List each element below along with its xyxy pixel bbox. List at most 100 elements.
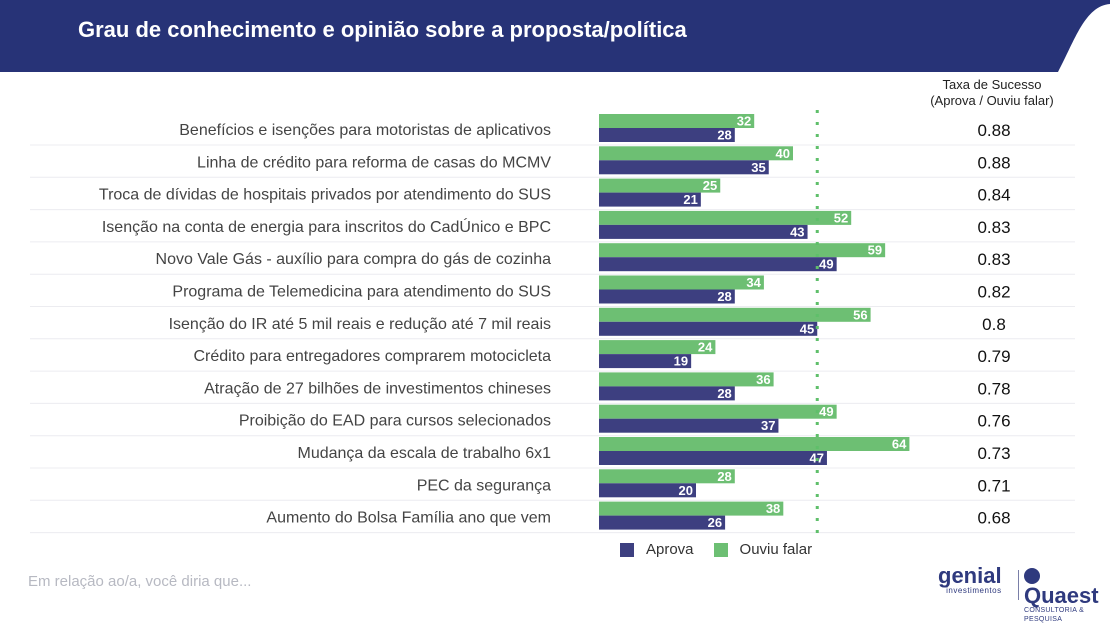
quaest-logo: Quaest CONSULTORIA & PESQUISA (1024, 566, 1110, 624)
data-label-aprova: 35 (751, 160, 765, 175)
category-label: Benefícios e isenções para motoristas de… (179, 122, 551, 139)
data-label-ouviu-falar: 49 (819, 404, 833, 419)
data-label-aprova: 43 (790, 224, 804, 239)
legend-label-aprova: Aprova (646, 541, 694, 558)
data-label-ouviu-falar: 59 (868, 243, 882, 258)
success-rate-value: 0.76 (977, 412, 1010, 431)
bar-ouviu-falar (599, 404, 837, 419)
quaest-logo-text: Quaest (1024, 583, 1099, 608)
bar-aprova (599, 354, 692, 369)
genial-logo-subtext: investimentos (946, 586, 1002, 595)
legend-item-aprova: Aprova (620, 541, 694, 558)
success-rate-value: 0.8 (982, 315, 1006, 334)
data-label-aprova: 28 (717, 386, 731, 401)
legend-item-ouviu-falar: Ouviu falar (713, 541, 813, 558)
bar-aprova (599, 289, 735, 304)
bar-ouviu-falar (599, 178, 721, 193)
genial-logo: genial investimentos (938, 563, 1002, 596)
logo-divider (1018, 570, 1019, 600)
success-rate-value: 0.83 (977, 250, 1010, 269)
data-label-aprova: 21 (683, 192, 697, 207)
data-label-ouviu-falar: 34 (746, 275, 761, 290)
success-rate-value: 0.88 (977, 121, 1010, 140)
bar-aprova (599, 321, 818, 336)
bar-ouviu-falar (599, 437, 910, 451)
data-label-aprova: 26 (708, 515, 722, 530)
success-rate-value: 0.79 (977, 347, 1010, 366)
success-rate-value: 0.73 (977, 444, 1010, 463)
bar-aprova (599, 483, 696, 498)
bar-ouviu-falar (599, 469, 735, 484)
data-label-ouviu-falar: 32 (737, 114, 751, 129)
success-rate-value: 0.88 (977, 153, 1010, 172)
bar-ouviu-falar (599, 210, 852, 225)
data-label-aprova: 19 (674, 354, 688, 369)
header-banner: Grau de conhecimento e opinião sobre a p… (0, 0, 1110, 72)
success-rate-subtitle: (Aprova / Ouviu falar) (930, 93, 1054, 108)
legend-swatch-ouviu-falar (713, 542, 728, 557)
data-label-ouviu-falar: 56 (853, 307, 867, 322)
data-label-aprova: 28 (717, 128, 731, 143)
data-label-aprova: 20 (679, 483, 693, 498)
bar-ouviu-falar (599, 307, 871, 322)
bar-aprova (599, 451, 827, 465)
category-label: Programa de Telemedicina para atendiment… (172, 284, 551, 301)
bar-ouviu-falar (599, 340, 716, 355)
bar-aprova (599, 515, 726, 530)
success-rate-value: 0.68 (977, 509, 1010, 528)
bar-aprova (599, 386, 735, 401)
data-label-aprova: 37 (761, 418, 775, 433)
data-label-aprova: 49 (819, 257, 833, 272)
category-label: Aumento do Bolsa Família ano que vem (266, 510, 551, 527)
category-label: Troca de dívidas de hospitais privados p… (99, 187, 551, 204)
data-label-ouviu-falar: 52 (834, 210, 848, 225)
header-background (0, 0, 1110, 72)
bar-ouviu-falar (599, 146, 793, 161)
bar-ouviu-falar (599, 501, 784, 516)
genial-logo-text: genial (938, 563, 1002, 588)
category-label: Crédito para entregadores comprarem moto… (194, 348, 552, 365)
success-rate-value: 0.83 (977, 218, 1010, 237)
data-label-ouviu-falar: 25 (703, 178, 717, 193)
page-title: Grau de conhecimento e opinião sobre a p… (78, 17, 687, 42)
category-label: Isenção na conta de energia para inscrit… (102, 217, 551, 236)
category-label: PEC da segurança (417, 477, 551, 494)
data-label-ouviu-falar: 36 (756, 372, 770, 387)
data-label-ouviu-falar: 24 (698, 340, 713, 355)
success-rate-value: 0.71 (977, 476, 1010, 495)
data-label-aprova: 45 (800, 321, 814, 336)
category-label: Novo Vale Gás - auxílio para compra do g… (156, 251, 552, 268)
category-label: Mudança da escala de trabalho 6x1 (297, 445, 551, 462)
success-rate-header: Taxa de Sucesso (Aprova / Ouviu falar) (912, 77, 1072, 109)
quaest-logo-subtext: CONSULTORIA & PESQUISA (1024, 607, 1085, 623)
data-label-aprova: 28 (717, 289, 731, 304)
data-label-ouviu-falar: 28 (717, 469, 731, 484)
bar-aprova (599, 128, 735, 142)
quaest-logo-icon (1024, 568, 1040, 584)
bar-ouviu-falar (599, 275, 764, 290)
category-label: Linha de crédito para reforma de casas d… (197, 154, 551, 171)
success-rate-title: Taxa de Sucesso (942, 77, 1042, 92)
footnote: Em relação ao/a, você diria que... (28, 573, 252, 590)
bar-aprova (599, 160, 769, 175)
bar-aprova (599, 224, 808, 239)
category-label: Atração de 27 bilhões de investimentos c… (204, 380, 551, 397)
data-label-ouviu-falar: 38 (766, 501, 780, 516)
bar-ouviu-falar (599, 372, 774, 387)
legend-label-ouviu-falar: Ouviu falar (739, 541, 813, 558)
success-rate-value: 0.82 (977, 283, 1010, 302)
category-label: Proibição do EAD para cursos selecionado… (239, 413, 551, 430)
bar-aprova (599, 192, 701, 207)
success-rate-value: 0.84 (977, 186, 1010, 205)
bar-ouviu-falar (599, 243, 886, 258)
success-rate-value: 0.78 (977, 379, 1010, 398)
bar-ouviu-falar (599, 114, 755, 128)
chart-legend: Aprova Ouviu falar (620, 541, 832, 558)
legend-swatch-aprova (620, 542, 634, 557)
bar-aprova (599, 257, 837, 272)
data-label-ouviu-falar: 40 (776, 146, 790, 161)
category-label: Isenção do IR até 5 mil reais e redução … (169, 316, 551, 333)
data-label-ouviu-falar: 64 (892, 437, 907, 452)
bar-aprova (599, 418, 779, 433)
